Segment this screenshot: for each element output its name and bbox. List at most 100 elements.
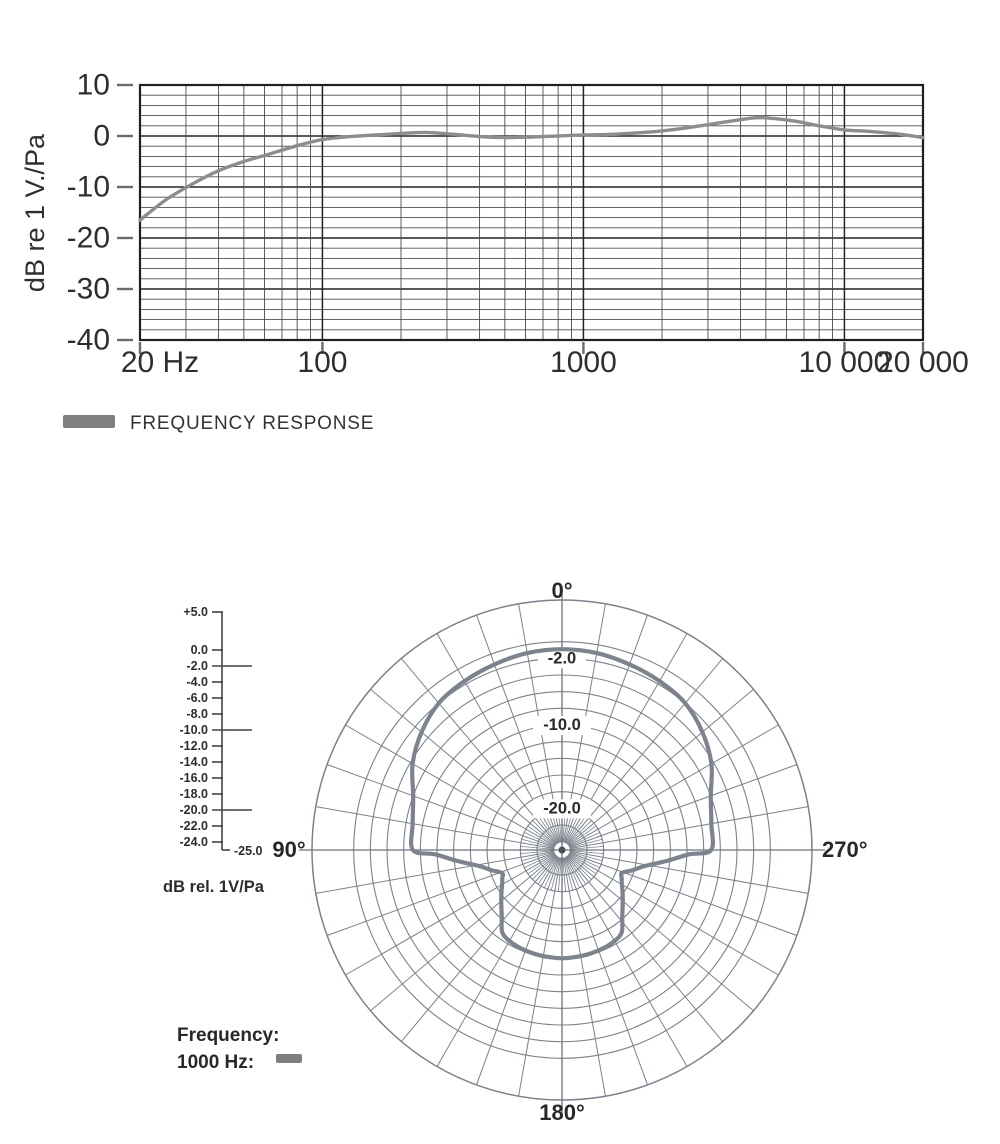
polar-ring-label-bg (533, 716, 591, 735)
polar-spoke (570, 850, 809, 894)
polar-spoke (436, 856, 559, 1067)
polar-spoke-inner (569, 851, 603, 862)
polar-spoke-inner (544, 857, 559, 888)
polar-scale-tick-label: 0.0 (191, 643, 208, 657)
polar-spoke-inner (557, 858, 562, 892)
polar-spoke (570, 806, 809, 850)
polar-spoke (315, 806, 554, 850)
polar-legend-swatch (276, 1054, 302, 1063)
polar-angle-label-90: 90° (272, 837, 305, 862)
polar-spoke-inner (566, 815, 587, 844)
polar-spoke-inner (537, 856, 558, 885)
frequency-response-curve (138, 115, 925, 222)
polar-spoke (370, 854, 556, 1012)
polar-spoke-inner (566, 856, 587, 885)
polar-spoke-inner (569, 853, 600, 868)
polar-center-dot (558, 846, 566, 854)
fr-legend-swatch (63, 415, 115, 428)
fr-x-tick-label: 1000 (550, 346, 617, 379)
polar-spoke-inner (527, 825, 556, 846)
polar-spoke-inner (569, 838, 603, 849)
polar-pattern-curve-1000hz (408, 647, 716, 961)
polar-spoke (566, 856, 724, 1042)
fr-plot-frame (138, 83, 925, 342)
polar-spoke-inner (562, 858, 567, 892)
polar-spoke (562, 858, 606, 1097)
polar-legend-line2: 1000 Hz: (177, 1052, 254, 1073)
fr-y-tick-label: 0 (93, 120, 110, 153)
polar-spoke-inner (565, 857, 580, 888)
polar-spoke (568, 688, 754, 846)
polar-spoke-inner (568, 854, 597, 875)
polar-angle-label-180: 180° (539, 1100, 585, 1125)
fr-grid (140, 85, 923, 340)
polar-spoke (564, 857, 648, 1086)
polar-spoke-inner (563, 857, 574, 891)
polar-spoke (565, 856, 688, 1067)
polar-scale-tick-label: -10.0 (180, 723, 209, 737)
polar-scale-tick-label: -8.0 (186, 707, 208, 721)
polar-scale-tick-label: -18.0 (180, 787, 209, 801)
polar-ring-label-bg (533, 799, 591, 819)
polar-spoke-inner (527, 854, 556, 875)
polar-ring-label: -10.0 (543, 716, 581, 734)
polar-scale-tick-label: +5.0 (183, 605, 208, 619)
polar-scale-tick-label: -16.0 (180, 771, 209, 785)
polar-spoke (566, 658, 724, 844)
polar-scale-tick-label: -22.0 (180, 819, 209, 833)
fr-x-tick-label: 10 000 (799, 346, 891, 379)
fr-x-tick-label: 20 Hz (121, 346, 199, 379)
polar-spoke-inner (521, 838, 555, 849)
polar-spoke-inner (569, 832, 600, 847)
polar-spoke-inner (532, 820, 557, 845)
polar-spoke-inner (524, 853, 555, 868)
polar-ring-labels: -2.0 -10.0 -20.0 (533, 649, 591, 819)
fr-legend-label: FREQUENCY RESPONSE (130, 413, 374, 434)
polar-scale-end-label: -25.0 (234, 844, 263, 858)
polar-spoke-inner (570, 845, 604, 850)
polar-spoke-inner (521, 851, 555, 862)
polar-angle-label-0: 0° (551, 578, 572, 603)
polar-spoke-inner (524, 832, 555, 847)
fr-x-tick-label: 100 (297, 346, 347, 379)
polar-grid (299, 587, 825, 1113)
polar-spoke (400, 856, 558, 1042)
polar-spoke (326, 764, 555, 848)
polar-spoke-inner (567, 855, 592, 880)
polar-spoke-inner (520, 845, 554, 850)
fr-y-tick-label: -10 (67, 171, 110, 204)
polar-spoke-inner (532, 855, 557, 880)
polar-spoke (370, 688, 556, 846)
polar-ring-label-bg (538, 649, 586, 669)
polar-spoke (400, 658, 558, 844)
polar-spoke (568, 854, 754, 1012)
polar-scale-tick-label: -6.0 (186, 691, 208, 705)
fr-x-tick-label: 20 000 (877, 346, 969, 379)
polar-angle-label-270: 270° (822, 837, 868, 862)
polar-legend: Frequency: 1000 Hz: (177, 1025, 302, 1073)
fr-y-axis-ticks: 10 0 -10 -20 -30 -40 (67, 69, 133, 357)
polar-scale-tick-label: -12.0 (180, 739, 209, 753)
polar-spoke-inner (567, 820, 592, 845)
polar-scale-unit-label: dB rel. 1V/Pa (163, 878, 265, 896)
polar-spoke (476, 857, 560, 1086)
fr-y-tick-label: -20 (67, 222, 110, 255)
polar-pattern-chart: +5.0 0.0 -2.0 -4.0 -6.0 -8.0 -10.0 -12.0 -14.0 -1… (163, 578, 868, 1125)
fr-y-axis-title: dB re 1 V./Pa (20, 133, 50, 292)
polar-spoke (569, 852, 798, 936)
polar-spoke-inner (550, 857, 561, 891)
polar-db-scale: +5.0 0.0 -2.0 -4.0 -6.0 -8.0 -10.0 -12.0 -14.0 -1… (180, 605, 252, 851)
polar-spoke (569, 764, 798, 848)
polar-spoke (326, 852, 555, 936)
polar-scale-tick-label: -4.0 (186, 675, 208, 689)
polar-spoke (568, 853, 779, 976)
polar-ring-label: -20.0 (543, 799, 581, 817)
fr-y-tick-label: -30 (67, 273, 110, 306)
polar-scale-tick-label: -14.0 (180, 755, 209, 769)
fr-y-tick-label: 10 (77, 69, 110, 102)
polar-spoke-inner (537, 815, 558, 844)
polar-spoke (345, 724, 556, 847)
polar-scale-tick-label: -20.0 (180, 803, 209, 817)
